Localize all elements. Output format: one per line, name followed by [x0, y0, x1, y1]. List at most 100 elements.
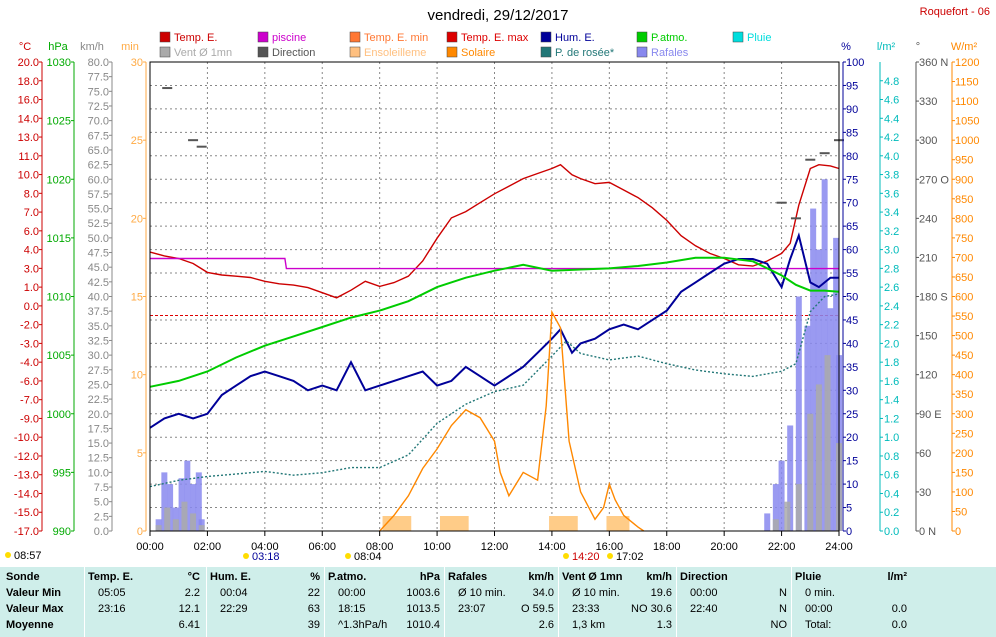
- stats-unit: km/h: [646, 571, 672, 583]
- y-tick-label-rain: 4.0: [884, 151, 899, 163]
- y-tick-label-solar: 750: [955, 233, 973, 245]
- y-tick-label-temp: 18.0: [18, 76, 39, 88]
- y-tick-label-minutes: 30: [131, 57, 143, 69]
- axis-unit-minutes: min: [121, 41, 139, 53]
- stats-unit: %: [310, 571, 320, 583]
- wind-bar: [172, 519, 179, 531]
- stats-value: 6.41: [178, 619, 200, 631]
- y-tick-label-temp: 11.0: [18, 151, 39, 163]
- y-tick-label-solar: 200: [955, 448, 973, 460]
- y-tick-label-minutes: 5: [137, 448, 143, 460]
- legend-swatch: [349, 46, 361, 58]
- stats-value: 22: [307, 587, 320, 599]
- event-label-sunset: 17:02: [616, 551, 644, 563]
- direction-mark: [790, 217, 801, 220]
- y-tick-label-wind: 52.5: [88, 218, 109, 230]
- stats-value: 12.1: [178, 603, 200, 615]
- y-tick-label-wind: 42.5: [88, 277, 109, 289]
- y-tick-label-solar: 800: [955, 213, 973, 225]
- y-tick-label-solar: 50: [955, 506, 967, 518]
- legend-label: Rafales: [651, 47, 689, 59]
- x-tick-label: 06:00: [308, 541, 336, 553]
- axes-layer: 00:00 02:00 04:00 06:00 08:00 10:00 12:00 14:00…: [14, 41, 980, 553]
- y-tick-label-temp: 4.0: [24, 245, 39, 257]
- legend-swatch: [257, 46, 269, 58]
- sunshine-bar: [439, 516, 469, 531]
- y-tick-label-hum: 25: [846, 409, 858, 421]
- wind-bar: [772, 519, 779, 531]
- y-tick-label-wind: 75.0: [88, 86, 109, 98]
- event-label-min: 03:18: [252, 551, 280, 563]
- stats-time: Total:: [805, 619, 832, 631]
- y-tick-label-dir: 330: [919, 96, 937, 108]
- stats-unit: l/m²: [887, 571, 907, 583]
- y-tick-label-rain: 2.2: [884, 320, 899, 332]
- y-tick-label-press: 1025: [47, 116, 71, 128]
- legend-swatch: [446, 31, 458, 43]
- y-tick-label-solar: 900: [955, 174, 973, 186]
- stats-time: 1,3 km: [572, 619, 606, 631]
- stats-value: 1010.4: [406, 619, 440, 631]
- series-line-p-atmo-: [149, 256, 840, 388]
- y-tick-label-wind: 50.0: [88, 233, 109, 245]
- y-tick-label-rain: 2.8: [884, 263, 899, 275]
- y-tick-label-rain: 0.8: [884, 451, 899, 463]
- y-tick-label-solar: 500: [955, 331, 973, 343]
- y-tick-label-solar: 550: [955, 311, 973, 323]
- direction-mark: [188, 139, 199, 142]
- y-tick-label-solar: 0: [955, 526, 961, 538]
- x-tick-label: 14:00: [538, 541, 566, 553]
- y-tick-label-minutes: 25: [131, 135, 143, 147]
- stats-value: 1003.6: [406, 587, 440, 599]
- y-tick-label-temp: 6.0: [24, 226, 39, 238]
- station-name: Roquefort - 06: [920, 6, 990, 18]
- legend-label: Temp. E.: [174, 32, 217, 44]
- y-tick-label-solar: 100: [955, 487, 973, 499]
- y-tick-label-temp: 16.0: [18, 95, 39, 107]
- legend-label: P.atmo.: [651, 32, 688, 44]
- y-tick-label-temp: 20.0: [18, 57, 39, 69]
- y-tick-label-hum: 55: [846, 268, 858, 280]
- legend: Temp. E. piscine Temp. E. min Temp. E. max H…: [159, 31, 771, 59]
- y-tick-label-rain: 1.6: [884, 376, 899, 388]
- legend-label: Solaire: [461, 47, 495, 59]
- y-tick-label-solar: 350: [955, 389, 973, 401]
- stats-value: NO: [770, 619, 788, 631]
- y-tick-label-temp: -7.0: [20, 395, 39, 407]
- series-line-p-de-ros-e-: [149, 293, 840, 488]
- y-tick-label-wind: 25.0: [88, 379, 109, 391]
- y-tick-label-wind: 57.5: [88, 189, 109, 201]
- axis-unit-dir: °: [916, 41, 920, 53]
- series-line-piscine: [150, 257, 839, 270]
- y-tick-label-hum: 65: [846, 221, 858, 233]
- series-line-temp-e-: [149, 163, 840, 299]
- stats-unit: km/h: [528, 571, 554, 583]
- y-tick-label-dir: 270 O: [919, 174, 949, 186]
- row-label-moyenne: Moyenne: [6, 619, 54, 631]
- legend-swatch: [732, 31, 744, 43]
- y-tick-label-rain: 3.8: [884, 170, 899, 182]
- wind-bar: [198, 525, 205, 531]
- y-tick-label-solar: 300: [955, 409, 973, 421]
- stats-value: O 59.5: [520, 603, 554, 615]
- y-tick-label-solar: 850: [955, 194, 973, 206]
- stats-unit: hPa: [419, 571, 440, 583]
- x-tick-label: 08:00: [366, 541, 394, 553]
- bars-layer: [155, 179, 842, 531]
- y-tick-label-rain: 0.4: [884, 488, 899, 500]
- y-tick-label-wind: 47.5: [88, 248, 109, 260]
- y-tick-label-temp: -17.0: [14, 526, 39, 538]
- y-tick-label-rain: 3.2: [884, 226, 899, 238]
- gust-bar: [778, 460, 785, 531]
- legend-swatch: [636, 46, 648, 58]
- row-label-max: Valeur Max: [6, 603, 64, 615]
- y-tick-label-hum: 50: [846, 292, 858, 304]
- y-tick-label-hum: 95: [846, 80, 858, 92]
- stats-separator: [558, 567, 559, 637]
- y-tick-label-wind: 7.5: [94, 482, 109, 494]
- y-tick-label-wind: 22.5: [88, 394, 109, 406]
- direction-mark: [162, 87, 173, 90]
- wind-bar: [181, 501, 188, 531]
- direction-mark: [805, 158, 816, 161]
- y-tick-label-rain: 3.6: [884, 188, 899, 200]
